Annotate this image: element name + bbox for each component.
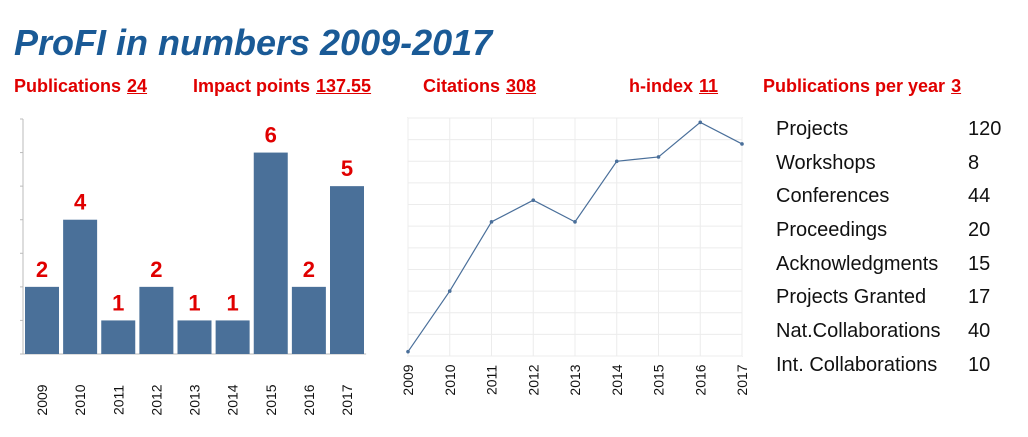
metric-row: Acknowledgments 15: [776, 253, 1016, 287]
bar-value-label: 5: [341, 156, 353, 181]
data-point: [573, 220, 577, 224]
bar-value-label: 2: [150, 257, 162, 282]
x-tick-label: 2016: [301, 384, 317, 415]
bar: [139, 286, 174, 354]
stat-h-index: h-index 11: [629, 76, 718, 97]
stat-publications-label: Publications: [14, 76, 122, 96]
metric-row: Projects Granted 17: [776, 286, 1016, 320]
x-tick-label: 2010: [442, 364, 458, 395]
metric-row: Proceedings 20: [776, 219, 1016, 253]
stat-h-index-value: 11: [699, 76, 719, 96]
x-tick-label: 2009: [400, 364, 416, 395]
metric-row: Conferences 44: [776, 185, 1016, 219]
data-point: [656, 155, 661, 159]
stat-citations: Citations 308: [423, 76, 536, 97]
metric-row: Projects 120: [776, 118, 1016, 152]
x-tick-label: 2012: [148, 384, 164, 415]
data-point: [489, 220, 494, 224]
metric-value: 40: [968, 320, 991, 343]
stat-impact-points-label: Impact points: [193, 76, 311, 96]
metric-label: Workshops: [776, 151, 876, 174]
bar: [25, 286, 59, 354]
bar-value-label: 4: [74, 190, 87, 215]
metric-value: 17: [968, 286, 991, 309]
data-point: [531, 198, 536, 203]
metric-label: Acknowledgments: [776, 252, 939, 275]
stat-publications-per-year-label: Publications per year: [763, 76, 946, 96]
metric-label: Conferences: [776, 185, 890, 208]
stat-citations-label: Citations: [423, 76, 501, 96]
page-title: ProFI in numbers 2009-2017: [14, 22, 493, 63]
x-tick-label: 2016: [692, 364, 708, 395]
stat-impact-points-value: 137.55: [316, 76, 372, 96]
data-point: [698, 120, 703, 125]
bar: [330, 186, 364, 354]
metric-value: 15: [968, 252, 991, 275]
x-tick-label: 2011: [110, 385, 126, 415]
stat-publications-per-year-value: 3: [951, 76, 962, 96]
metric-label: Int. Collaborations: [776, 353, 938, 376]
metric-label: Projects: [776, 118, 849, 140]
x-tick-label: 2013: [187, 384, 203, 415]
bar: [215, 320, 250, 354]
x-tick-label: 2010: [72, 384, 88, 415]
bar: [177, 320, 212, 354]
stat-h-index-label: h-index: [629, 76, 694, 96]
x-tick-label: 2017: [734, 364, 750, 395]
bar: [291, 286, 326, 354]
metric-row: Nat.Collaborations 40: [776, 320, 1016, 354]
x-tick-label: 2014: [609, 364, 625, 395]
x-tick-label: 2013: [567, 364, 583, 395]
x-tick-label: 2014: [225, 384, 241, 415]
data-point: [614, 159, 619, 164]
metric-value: 44: [968, 185, 991, 208]
stat-publications-value: 24: [127, 76, 148, 96]
bar: [253, 152, 288, 354]
stat-publications: Publications 24: [14, 76, 147, 97]
metrics-table: Projects 120 Workshops 8 Conferences 44 Procee…: [776, 118, 1016, 388]
bar-value-label: 1: [227, 290, 239, 315]
stat-impact-points: Impact points 137.55: [193, 76, 371, 97]
data-point: [740, 142, 744, 146]
data-point: [447, 289, 452, 293]
metric-label: Proceedings: [776, 219, 888, 242]
x-tick-label: 2009: [34, 384, 50, 415]
x-tick-label: 2011: [484, 365, 500, 395]
stat-citations-value: 308: [506, 76, 537, 96]
metric-label: Nat.Collaborations: [776, 320, 941, 343]
x-tick-label: 2015: [651, 364, 667, 395]
stat-publications-per-year: Publications per year 3: [763, 76, 961, 97]
bar-value-label: 2: [36, 257, 48, 282]
metric-value: 8: [968, 151, 980, 174]
bar: [101, 320, 136, 354]
metric-value: 120: [968, 118, 1002, 140]
bar-value-label: 2: [303, 257, 315, 282]
x-tick-label: 2017: [339, 384, 355, 415]
metric-row: Int. Collaborations 10: [776, 354, 1016, 388]
bar-value-label: 1: [188, 290, 200, 315]
data-point: [406, 349, 410, 354]
bar-value-label: 1: [112, 290, 124, 315]
x-tick-label: 2012: [525, 364, 541, 395]
bar: [63, 219, 98, 354]
metric-value: 10: [968, 353, 991, 376]
metric-row: Workshops 8: [776, 152, 1016, 186]
x-tick-label: 2015: [263, 384, 279, 415]
bar-value-label: 6: [265, 123, 277, 148]
metric-value: 20: [968, 219, 991, 242]
metric-label: Projects Granted: [776, 286, 927, 309]
